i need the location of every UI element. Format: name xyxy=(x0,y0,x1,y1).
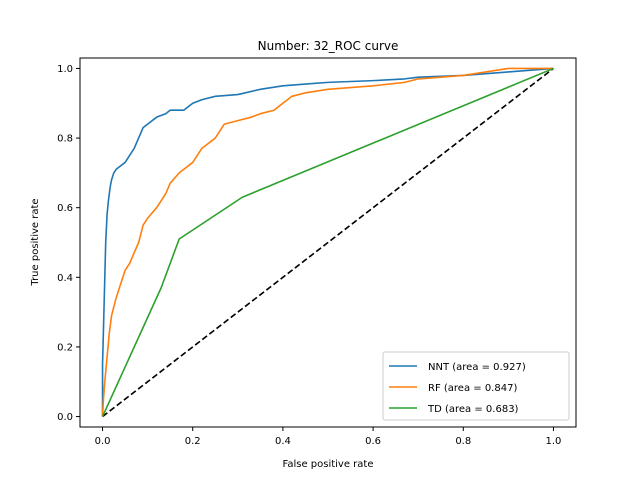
y-tick-label: 0.0 xyxy=(57,412,73,423)
axes-frame xyxy=(79,57,577,428)
y-tick-label: 0.4 xyxy=(57,273,73,284)
y-axis-label: True positive rate xyxy=(30,198,41,286)
chart-title: Number: 32_ROC curve xyxy=(258,39,399,53)
legend: NNT (area = 0.927) RF (area = 0.847) TD (a… xyxy=(382,351,570,421)
x-axis-ticks: 0.0 0.2 0.4 0.6 0.8 1.0 xyxy=(95,427,562,447)
y-tick-label: 1.0 xyxy=(57,64,73,75)
series-layer xyxy=(101,67,554,418)
y-tick-label: 0.8 xyxy=(57,134,73,145)
series-line-2 xyxy=(101,67,554,417)
y-tick-label: 0.6 xyxy=(57,203,73,214)
legend-box xyxy=(382,351,570,421)
series-line-0 xyxy=(101,67,554,417)
legend-label-2: TD (area = 0.683) xyxy=(427,404,519,415)
x-tick-label: 0.8 xyxy=(455,436,471,447)
series-line-3 xyxy=(102,67,554,418)
legend-label-0: NNT (area = 0.927) xyxy=(428,362,526,373)
x-tick-label: 1.0 xyxy=(546,436,562,447)
x-tick-label: 0.4 xyxy=(275,436,291,447)
x-tick-label: 0.2 xyxy=(185,436,201,447)
legend-items: NNT (area = 0.927) RF (area = 0.847) TD (a… xyxy=(389,362,526,415)
x-tick-label: 0.0 xyxy=(95,436,111,447)
x-tick-label: 0.6 xyxy=(365,436,381,447)
series-line-1 xyxy=(101,67,554,417)
x-axis-label: False positive rate xyxy=(283,459,374,470)
y-axis-ticks: 0.0 0.2 0.4 0.6 0.8 1.0 xyxy=(57,64,80,423)
y-tick-label: 0.2 xyxy=(57,342,73,353)
legend-label-1: RF (area = 0.847) xyxy=(428,383,517,394)
